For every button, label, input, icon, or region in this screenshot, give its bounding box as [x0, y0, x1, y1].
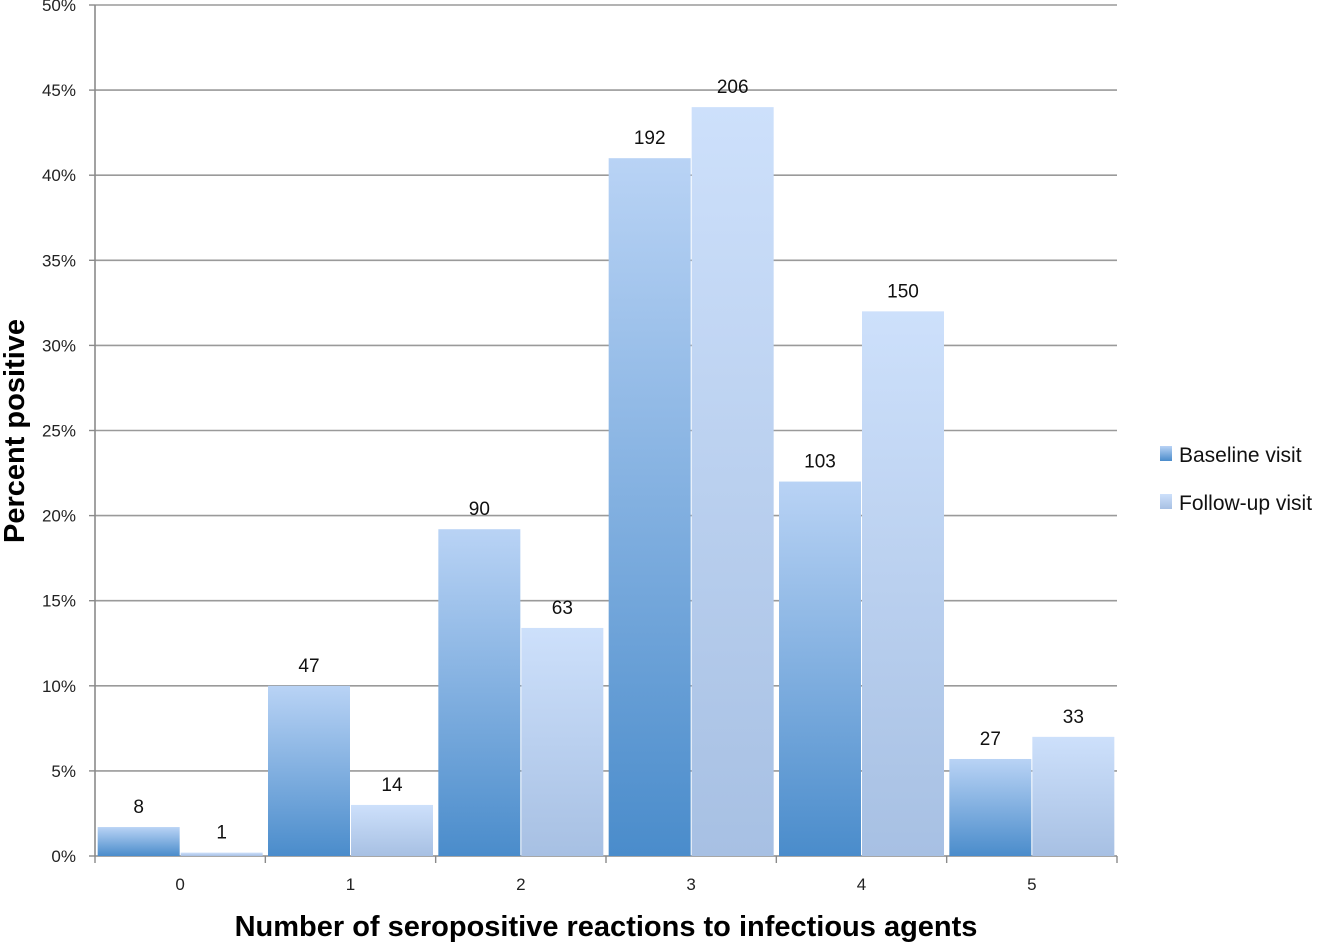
y-tick-label: 5%	[51, 762, 76, 781]
data-label-baseline-3: 192	[634, 128, 666, 149]
bar-followup-1	[351, 804, 433, 856]
data-label-followup-5: 33	[1063, 707, 1084, 728]
bar-baseline-2	[438, 529, 521, 856]
x-tick-label: 1	[346, 875, 355, 894]
y-tick-label: 0%	[51, 847, 76, 866]
x-tick-label: 2	[516, 875, 525, 894]
data-label-baseline-5: 27	[980, 729, 1001, 750]
x-tick-label: 5	[1027, 875, 1036, 894]
data-label-followup-2: 63	[552, 598, 573, 619]
bar-baseline-4	[779, 481, 861, 856]
gridlines	[95, 4, 1117, 772]
y-tick-label: 30%	[42, 336, 76, 355]
bar-followup-0	[180, 852, 263, 856]
bar-baseline-3	[608, 158, 691, 856]
y-tick-label: 40%	[42, 166, 76, 185]
legend-label-followup: Follow-up visit	[1179, 492, 1312, 515]
data-labels: 8 1 47 14 90 63 192 206 103 150 27 33	[133, 77, 1084, 843]
y-tick-label: 10%	[42, 677, 76, 696]
data-label-followup-1: 14	[381, 775, 403, 796]
data-label-followup-4: 150	[887, 281, 919, 302]
y-tick-label: 45%	[42, 81, 76, 100]
x-tick-label: 3	[686, 875, 695, 894]
y-tick-label: 50%	[42, 0, 76, 15]
bar-followup-4	[862, 311, 944, 856]
y-tick-label: 25%	[42, 422, 76, 441]
data-label-followup-0: 1	[216, 823, 227, 844]
data-label-followup-3: 206	[717, 77, 749, 98]
bar-followup-5	[1032, 736, 1115, 856]
y-tick-label: 15%	[42, 592, 76, 611]
bar-baseline-0	[97, 827, 180, 856]
y-axis-title: Percent positive	[0, 319, 31, 543]
legend-swatch-followup	[1160, 494, 1172, 509]
axes: 0% 5% 10% 15% 20% 25% 30% 35% 40% 45% 50% 0 1 2 3 4 5	[42, 0, 1118, 894]
x-tick-label: 0	[175, 875, 184, 894]
bars	[97, 107, 1115, 857]
y-tick-label: 35%	[42, 251, 76, 270]
bar-followup-2	[521, 627, 604, 856]
legend: Baseline visit Follow-up visit	[1160, 444, 1312, 515]
bar-baseline-1	[268, 685, 350, 856]
x-tick-label: 4	[857, 875, 866, 894]
bar-followup-3	[691, 107, 774, 857]
y-tick-label: 20%	[42, 507, 76, 526]
legend-swatch-baseline	[1160, 446, 1172, 461]
data-label-baseline-1: 47	[298, 656, 319, 677]
bar-baseline-5	[949, 758, 1032, 856]
legend-label-baseline: Baseline visit	[1179, 444, 1302, 467]
x-axis-title: Number of seropositive reactions to infe…	[235, 911, 978, 943]
data-label-baseline-4: 103	[804, 452, 836, 473]
data-label-baseline-2: 90	[469, 499, 490, 520]
data-label-baseline-0: 8	[133, 797, 144, 818]
